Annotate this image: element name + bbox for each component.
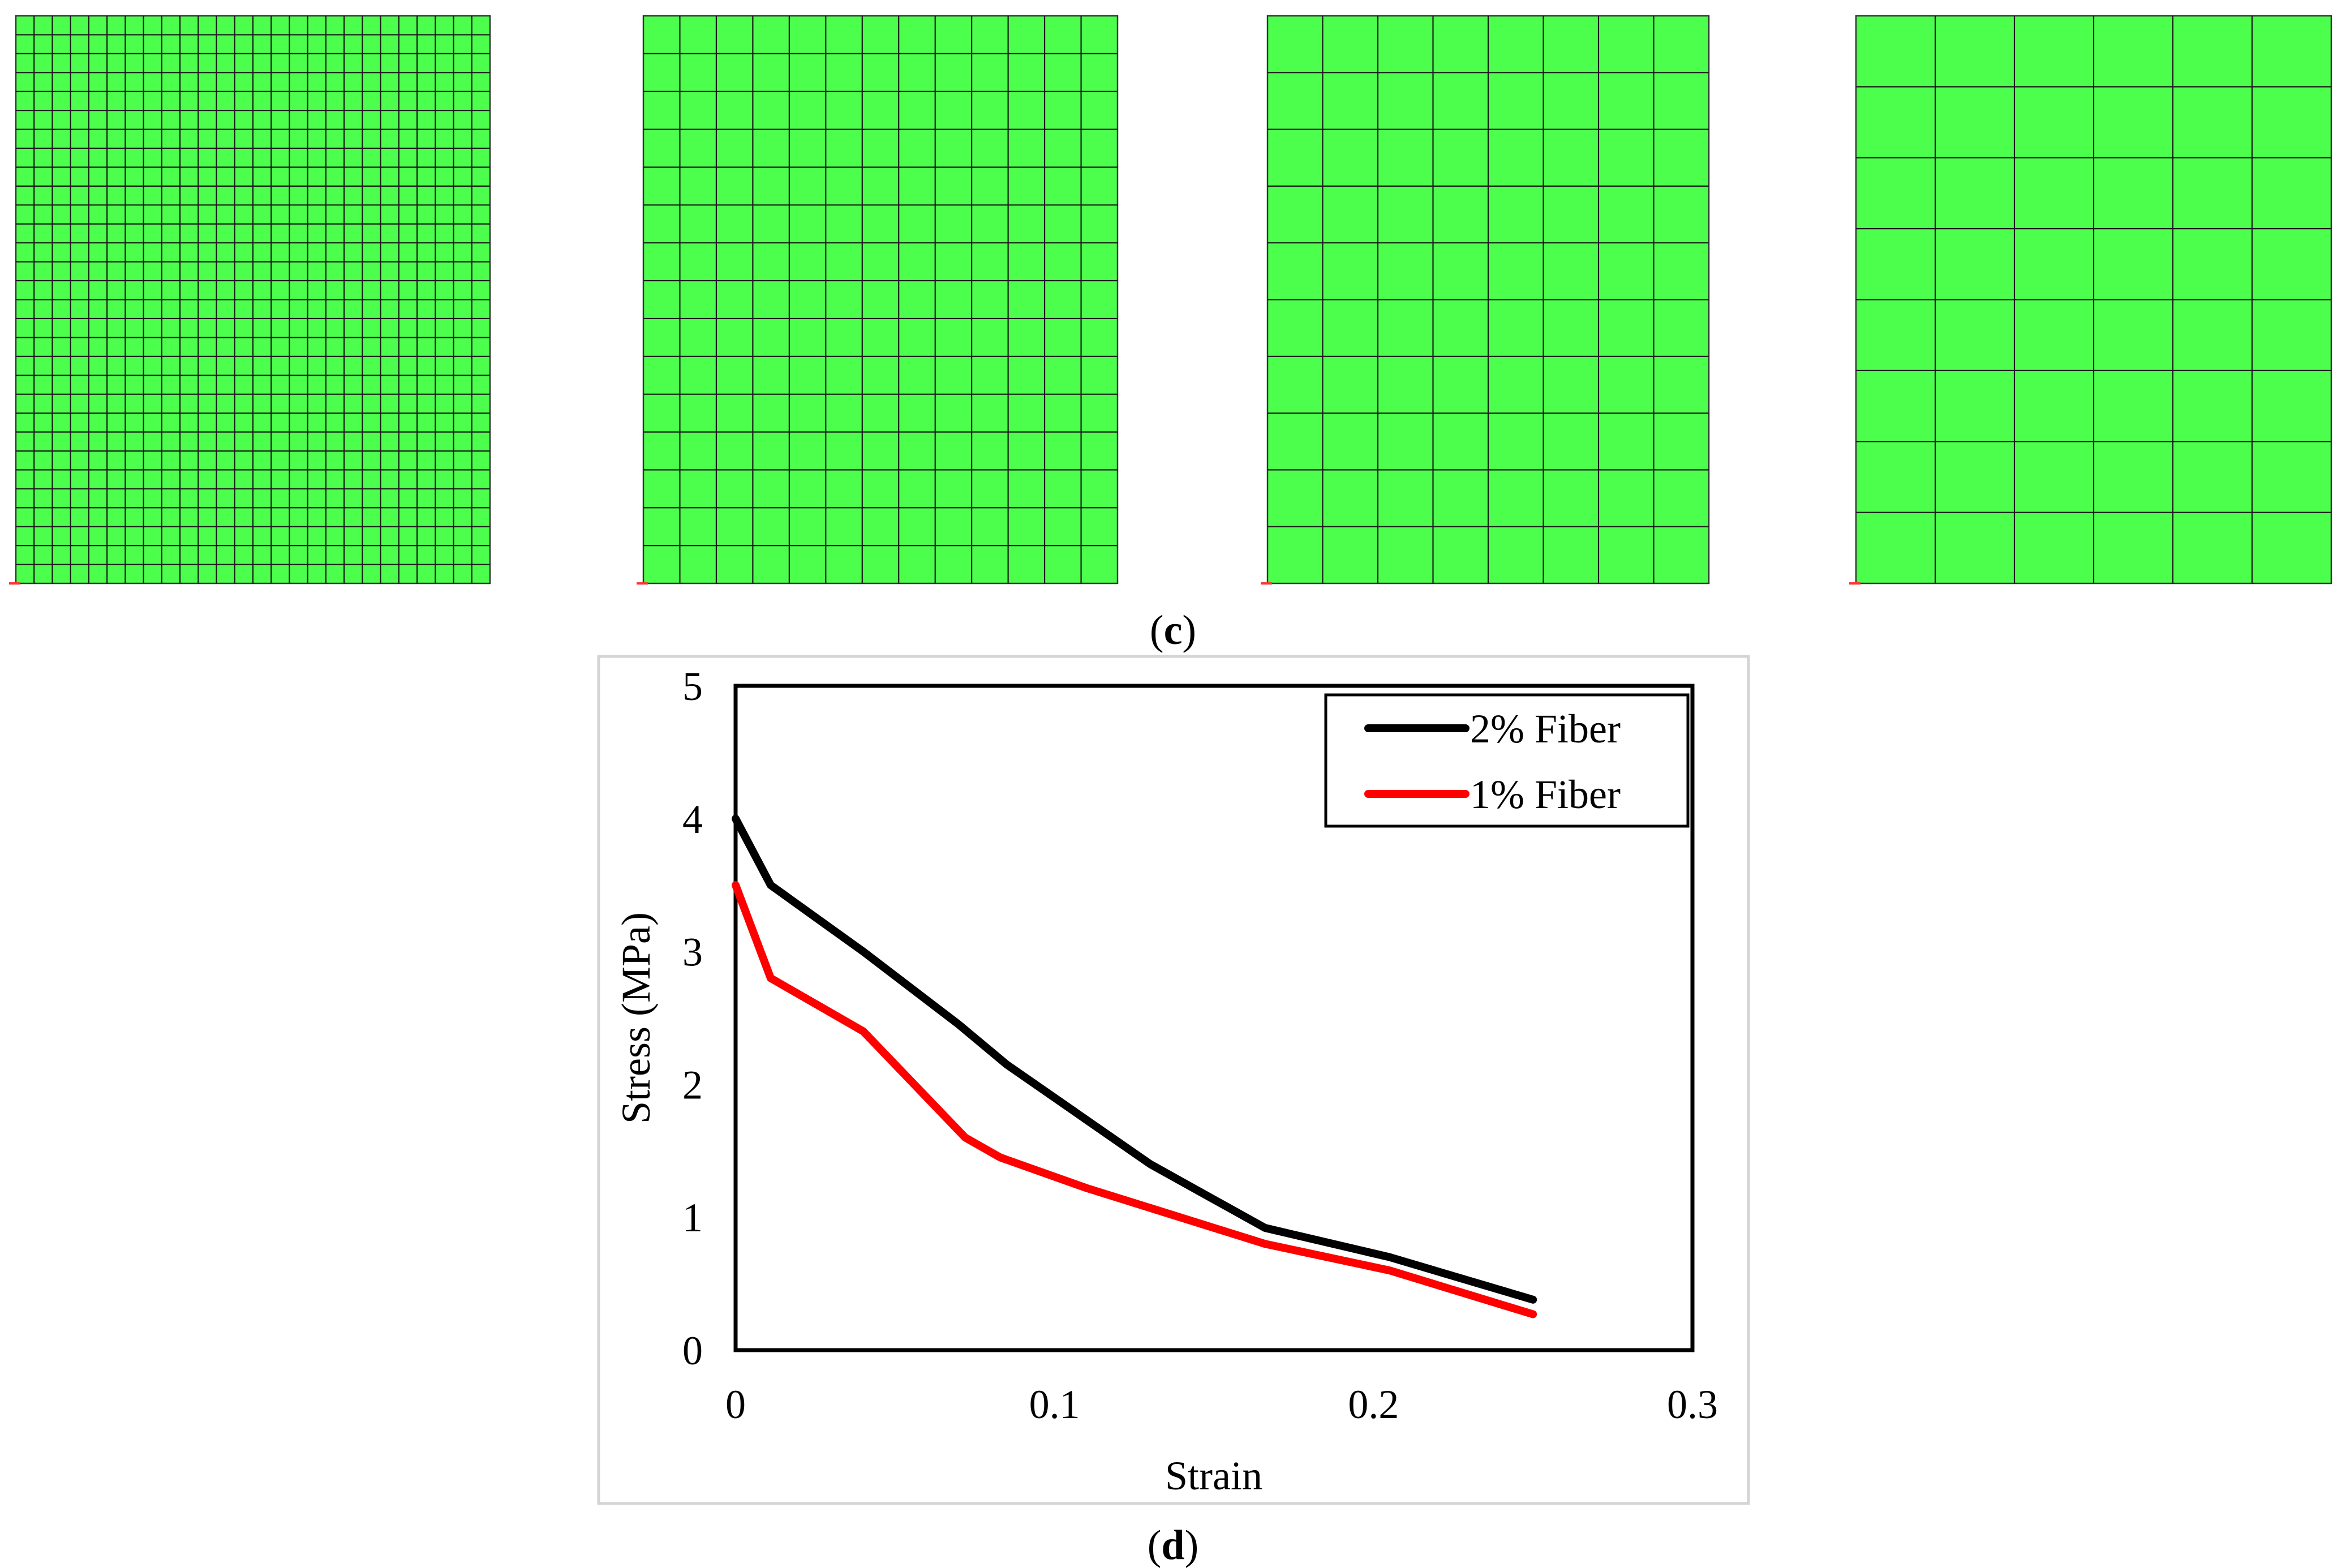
series-line-1-fiber bbox=[732, 881, 1537, 1318]
panel-c-label: (c) bbox=[1150, 607, 1196, 654]
mesh-coarse bbox=[1261, 15, 1710, 585]
plot-area bbox=[733, 684, 1695, 1352]
mesh-background bbox=[642, 15, 1119, 585]
panel-d-label: (d) bbox=[1148, 1522, 1198, 1568]
stress-strain-chart: 0 1 2 3 4 5 0 0.1 0.2 0.3 Strain Stress (MPa) 2%… bbox=[613, 664, 1718, 1498]
y-axis-ticks: 0 1 2 3 4 5 bbox=[682, 664, 703, 1373]
legend-box bbox=[1324, 693, 1690, 828]
y-tick-label: 1 bbox=[682, 1195, 703, 1240]
x-tick-label: 0 bbox=[725, 1382, 746, 1427]
legend-label: 1% Fiber bbox=[1470, 772, 1621, 817]
y-tick-label: 4 bbox=[682, 797, 703, 842]
series-lines bbox=[732, 814, 1537, 1318]
mesh-panels bbox=[9, 15, 2332, 585]
y-tick-label: 2 bbox=[682, 1062, 703, 1107]
y-tick-label: 5 bbox=[682, 664, 703, 709]
mesh-coarsest bbox=[1849, 15, 2332, 585]
y-tick-label: 0 bbox=[682, 1328, 703, 1373]
x-tick-label: 0.2 bbox=[1348, 1382, 1399, 1427]
x-tick-label: 0.3 bbox=[1667, 1382, 1718, 1427]
x-tick-label: 0.1 bbox=[1029, 1382, 1080, 1427]
legend-label: 2% Fiber bbox=[1470, 706, 1621, 751]
x-axis-title: Strain bbox=[1165, 1453, 1262, 1498]
x-axis-ticks: 0 0.1 0.2 0.3 bbox=[725, 1382, 1718, 1427]
y-tick-label: 3 bbox=[682, 930, 703, 975]
mesh-medium bbox=[637, 15, 1119, 585]
mesh-fine bbox=[9, 15, 491, 585]
y-axis-title: Stress (MPa) bbox=[613, 912, 659, 1124]
series-line-2-fiber bbox=[732, 814, 1537, 1304]
legend: 2% Fiber 1% Fiber bbox=[1324, 693, 1690, 828]
